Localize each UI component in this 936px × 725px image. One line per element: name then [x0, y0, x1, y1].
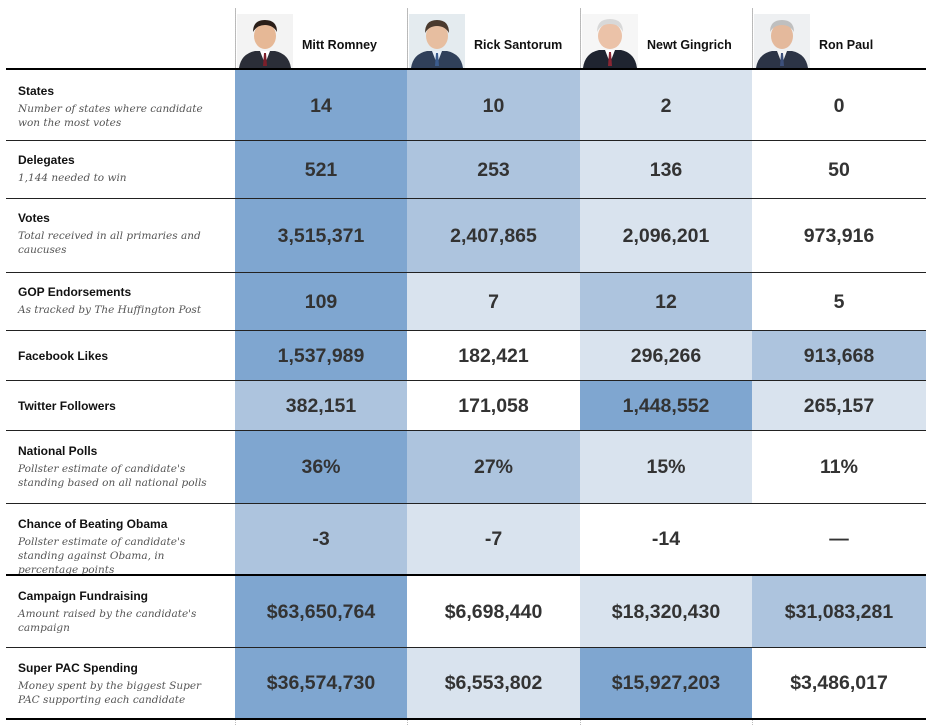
value-cell: 973,916: [752, 199, 926, 273]
table-row: Chance of Beating Obama Pollster estimate…: [6, 503, 926, 577]
value-cell: 136: [580, 141, 752, 199]
value-cell: $15,927,203: [580, 648, 752, 719]
value-cell: 11%: [752, 431, 926, 504]
value-cell: -3: [235, 504, 407, 575]
candidate-header-gingrich: Newt Gingrich: [580, 8, 753, 68]
table-row: GOP Endorsements As tracked by The Huffin…: [6, 272, 926, 331]
row-label: States Number of states where candidate w…: [18, 84, 223, 130]
row-label: Twitter Followers: [18, 399, 116, 413]
value-cell: $63,650,764: [235, 576, 407, 649]
table-row: National Polls Pollster estimate of candi…: [6, 430, 926, 504]
row-subtitle: Pollster estimate of candidate's standin…: [18, 463, 207, 489]
value-cell: 7: [407, 273, 580, 331]
row-label: Delegates 1,144 needed to win: [18, 153, 223, 185]
row-subtitle: Total received in all primaries and cauc…: [18, 230, 201, 256]
candidate-name: Mitt Romney: [302, 38, 377, 52]
row-subtitle: 1,144 needed to win: [18, 172, 127, 184]
value-cell: 2,407,865: [407, 199, 580, 273]
row-subtitle: Number of states where candidate won the…: [18, 103, 203, 129]
row-title: States: [18, 84, 55, 98]
row-subtitle: As tracked by The Huffington Post: [18, 304, 202, 316]
value-cell: 253: [407, 141, 580, 199]
value-cell: 913,668: [752, 331, 926, 381]
row-title: Campaign Fundraising: [18, 589, 149, 603]
table-row: Facebook Likes 1,537,989 182,421 296,266 913…: [6, 330, 926, 381]
value-cell: 382,151: [235, 381, 407, 431]
value-cell: 5: [752, 273, 926, 331]
candidate-header-paul: Ron Paul: [752, 8, 927, 68]
value-cell: 12: [580, 273, 752, 331]
value-cell: 521: [235, 141, 407, 199]
candidate-name: Rick Santorum: [474, 38, 563, 52]
romney-portrait: [237, 14, 293, 68]
row-title: GOP Endorsements: [18, 285, 132, 299]
candidate-header-romney: Mitt Romney: [235, 8, 408, 68]
table-bottom-rule: [6, 718, 926, 720]
table-row: Super PAC Spending Money spent by the big…: [6, 647, 926, 719]
value-cell: 2: [580, 70, 752, 142]
row-subtitle: Money spent by the biggest Super PAC sup…: [18, 680, 202, 706]
row-label: National Polls Pollster estimate of candi…: [18, 444, 223, 490]
row-title: National Polls: [18, 444, 98, 458]
row-title: Chance of Beating Obama: [18, 517, 168, 531]
value-cell: $18,320,430: [580, 576, 752, 649]
value-cell: 50: [752, 141, 926, 199]
row-title: Facebook Likes: [18, 349, 109, 363]
table-row: Votes Total received in all primaries and…: [6, 198, 926, 273]
row-label: Votes Total received in all primaries and…: [18, 211, 223, 257]
value-cell: 265,157: [752, 381, 926, 431]
value-cell: 296,266: [580, 331, 752, 381]
value-cell: 109: [235, 273, 407, 331]
row-subtitle: Pollster estimate of candidate's standin…: [18, 536, 186, 576]
value-cell: -7: [407, 504, 580, 575]
row-title: Delegates: [18, 153, 75, 167]
value-cell: $31,083,281: [752, 576, 926, 649]
row-label: Campaign Fundraising Amount raised by the…: [18, 589, 223, 635]
row-label: GOP Endorsements As tracked by The Huffin…: [18, 285, 223, 317]
gingrich-portrait: [582, 14, 638, 68]
value-cell: 182,421: [407, 331, 580, 381]
value-cell: 36%: [235, 431, 407, 504]
row-title: Votes: [18, 211, 50, 225]
value-cell: $6,698,440: [407, 576, 580, 649]
value-cell: $36,574,730: [235, 648, 407, 719]
value-cell: $3,486,017: [752, 648, 926, 719]
row-label: Chance of Beating Obama Pollster estimate…: [18, 517, 223, 577]
candidate-header-santorum: Rick Santorum: [407, 8, 581, 68]
row-title: Super PAC Spending: [18, 661, 138, 675]
table-row: Delegates 1,144 needed to win 521 253 136 50: [6, 140, 926, 199]
paul-portrait: [754, 14, 810, 68]
value-cell: 0: [752, 70, 926, 142]
value-cell: 3,515,371: [235, 199, 407, 273]
table-row: Campaign Fundraising Amount raised by the…: [6, 574, 926, 649]
candidate-name: Ron Paul: [819, 38, 874, 52]
value-cell: —: [752, 504, 926, 575]
value-cell: -14: [580, 504, 752, 575]
value-cell: 1,448,552: [580, 381, 752, 431]
row-label: Super PAC Spending Money spent by the big…: [18, 661, 223, 707]
value-cell: $6,553,802: [407, 648, 580, 719]
value-cell: 14: [235, 70, 407, 142]
value-cell: 27%: [407, 431, 580, 504]
table-row: States Number of states where candidate w…: [6, 68, 926, 142]
table-header: Mitt Romney Rick Santorum: [0, 0, 936, 68]
row-title: Twitter Followers: [18, 399, 116, 413]
value-cell: 15%: [580, 431, 752, 504]
row-label: Facebook Likes: [18, 349, 108, 363]
row-subtitle: Amount raised by the candidate's campaig…: [18, 608, 197, 634]
value-cell: 171,058: [407, 381, 580, 431]
value-cell: 10: [407, 70, 580, 142]
value-cell: 1,537,989: [235, 331, 407, 381]
candidate-name: Newt Gingrich: [647, 38, 732, 52]
santorum-portrait: [409, 14, 465, 68]
value-cell: 2,096,201: [580, 199, 752, 273]
table-row: Twitter Followers 382,151 171,058 1,448,552…: [6, 380, 926, 431]
